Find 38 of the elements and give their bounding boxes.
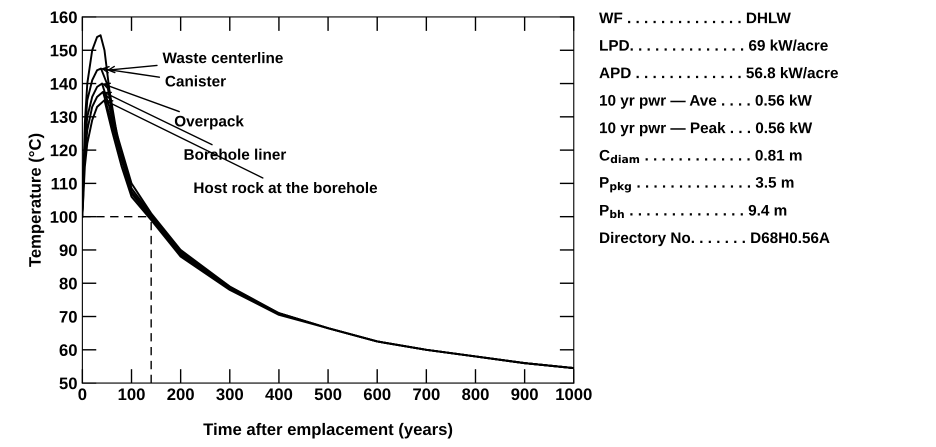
x-axis-title: Time after emplacement (years): [203, 422, 452, 438]
x-tick-label: 100: [118, 388, 145, 400]
y-tick-label: 80: [60, 278, 77, 290]
text: C$_{diam}$ . . . . . . . . . . . . . 0.81 m: [600, 150, 802, 164]
text: P$_{pkg}$ . . . . . . . . . . . . . . 3.5 m: [600, 176, 794, 192]
y-tick-label: 140: [50, 78, 77, 90]
y-tick-label: 130: [50, 111, 77, 124]
annotation: Canister: [166, 75, 226, 87]
y-tick-label: 70: [60, 310, 77, 323]
x-tick-label: 600: [364, 388, 390, 400]
text: APD . . . . . . . . . . . . . 56.8 kW/acre: [599, 67, 838, 78]
x-tick-label: 0: [78, 388, 86, 400]
y-tick-label: 110: [52, 178, 77, 190]
x-tick-label: 400: [265, 388, 292, 400]
x-tick-label: 900: [511, 388, 538, 400]
y-tick-label: 120: [50, 144, 77, 156]
x-tick-label: 500: [314, 388, 342, 400]
x-tick-label: 200: [167, 388, 194, 400]
text: WF . . . . . . . . . . . . . . DHLW: [599, 12, 791, 24]
x-tick-label: 300: [216, 388, 244, 400]
y-axis-title: Temperature (°C): [28, 134, 44, 267]
x-tick-label: 700: [413, 388, 440, 400]
y-tick-label: 150: [50, 44, 77, 56]
annotation: Host rock at the borehole: [194, 182, 378, 194]
x-tick-label: 800: [462, 388, 489, 400]
text: P$_{bh}$ . . . . . . . . . . . . . . 9.4 m: [600, 204, 786, 218]
y-tick-label: 90: [60, 244, 77, 256]
annotation: Overpack: [174, 115, 244, 130]
text: LPD. . . . . . . . . . . . . . 69 kW/acre: [600, 40, 828, 51]
text: 10 yr pwr — Ave . . . . 0.56 kW: [600, 94, 812, 109]
text: 10 yr pwr — Peak . . . 0.56 kW: [600, 122, 812, 136]
y-tick-label: 50: [59, 377, 77, 390]
y-tick-label: 60: [60, 344, 77, 356]
y-tick-label: 160: [50, 11, 77, 24]
y-tick-label: 100: [50, 211, 77, 223]
annotation: Waste centerline: [162, 52, 283, 64]
text: Directory No. . . . . . . D68H0.56A: [600, 232, 830, 246]
x-tick-label: 1000: [556, 388, 592, 400]
